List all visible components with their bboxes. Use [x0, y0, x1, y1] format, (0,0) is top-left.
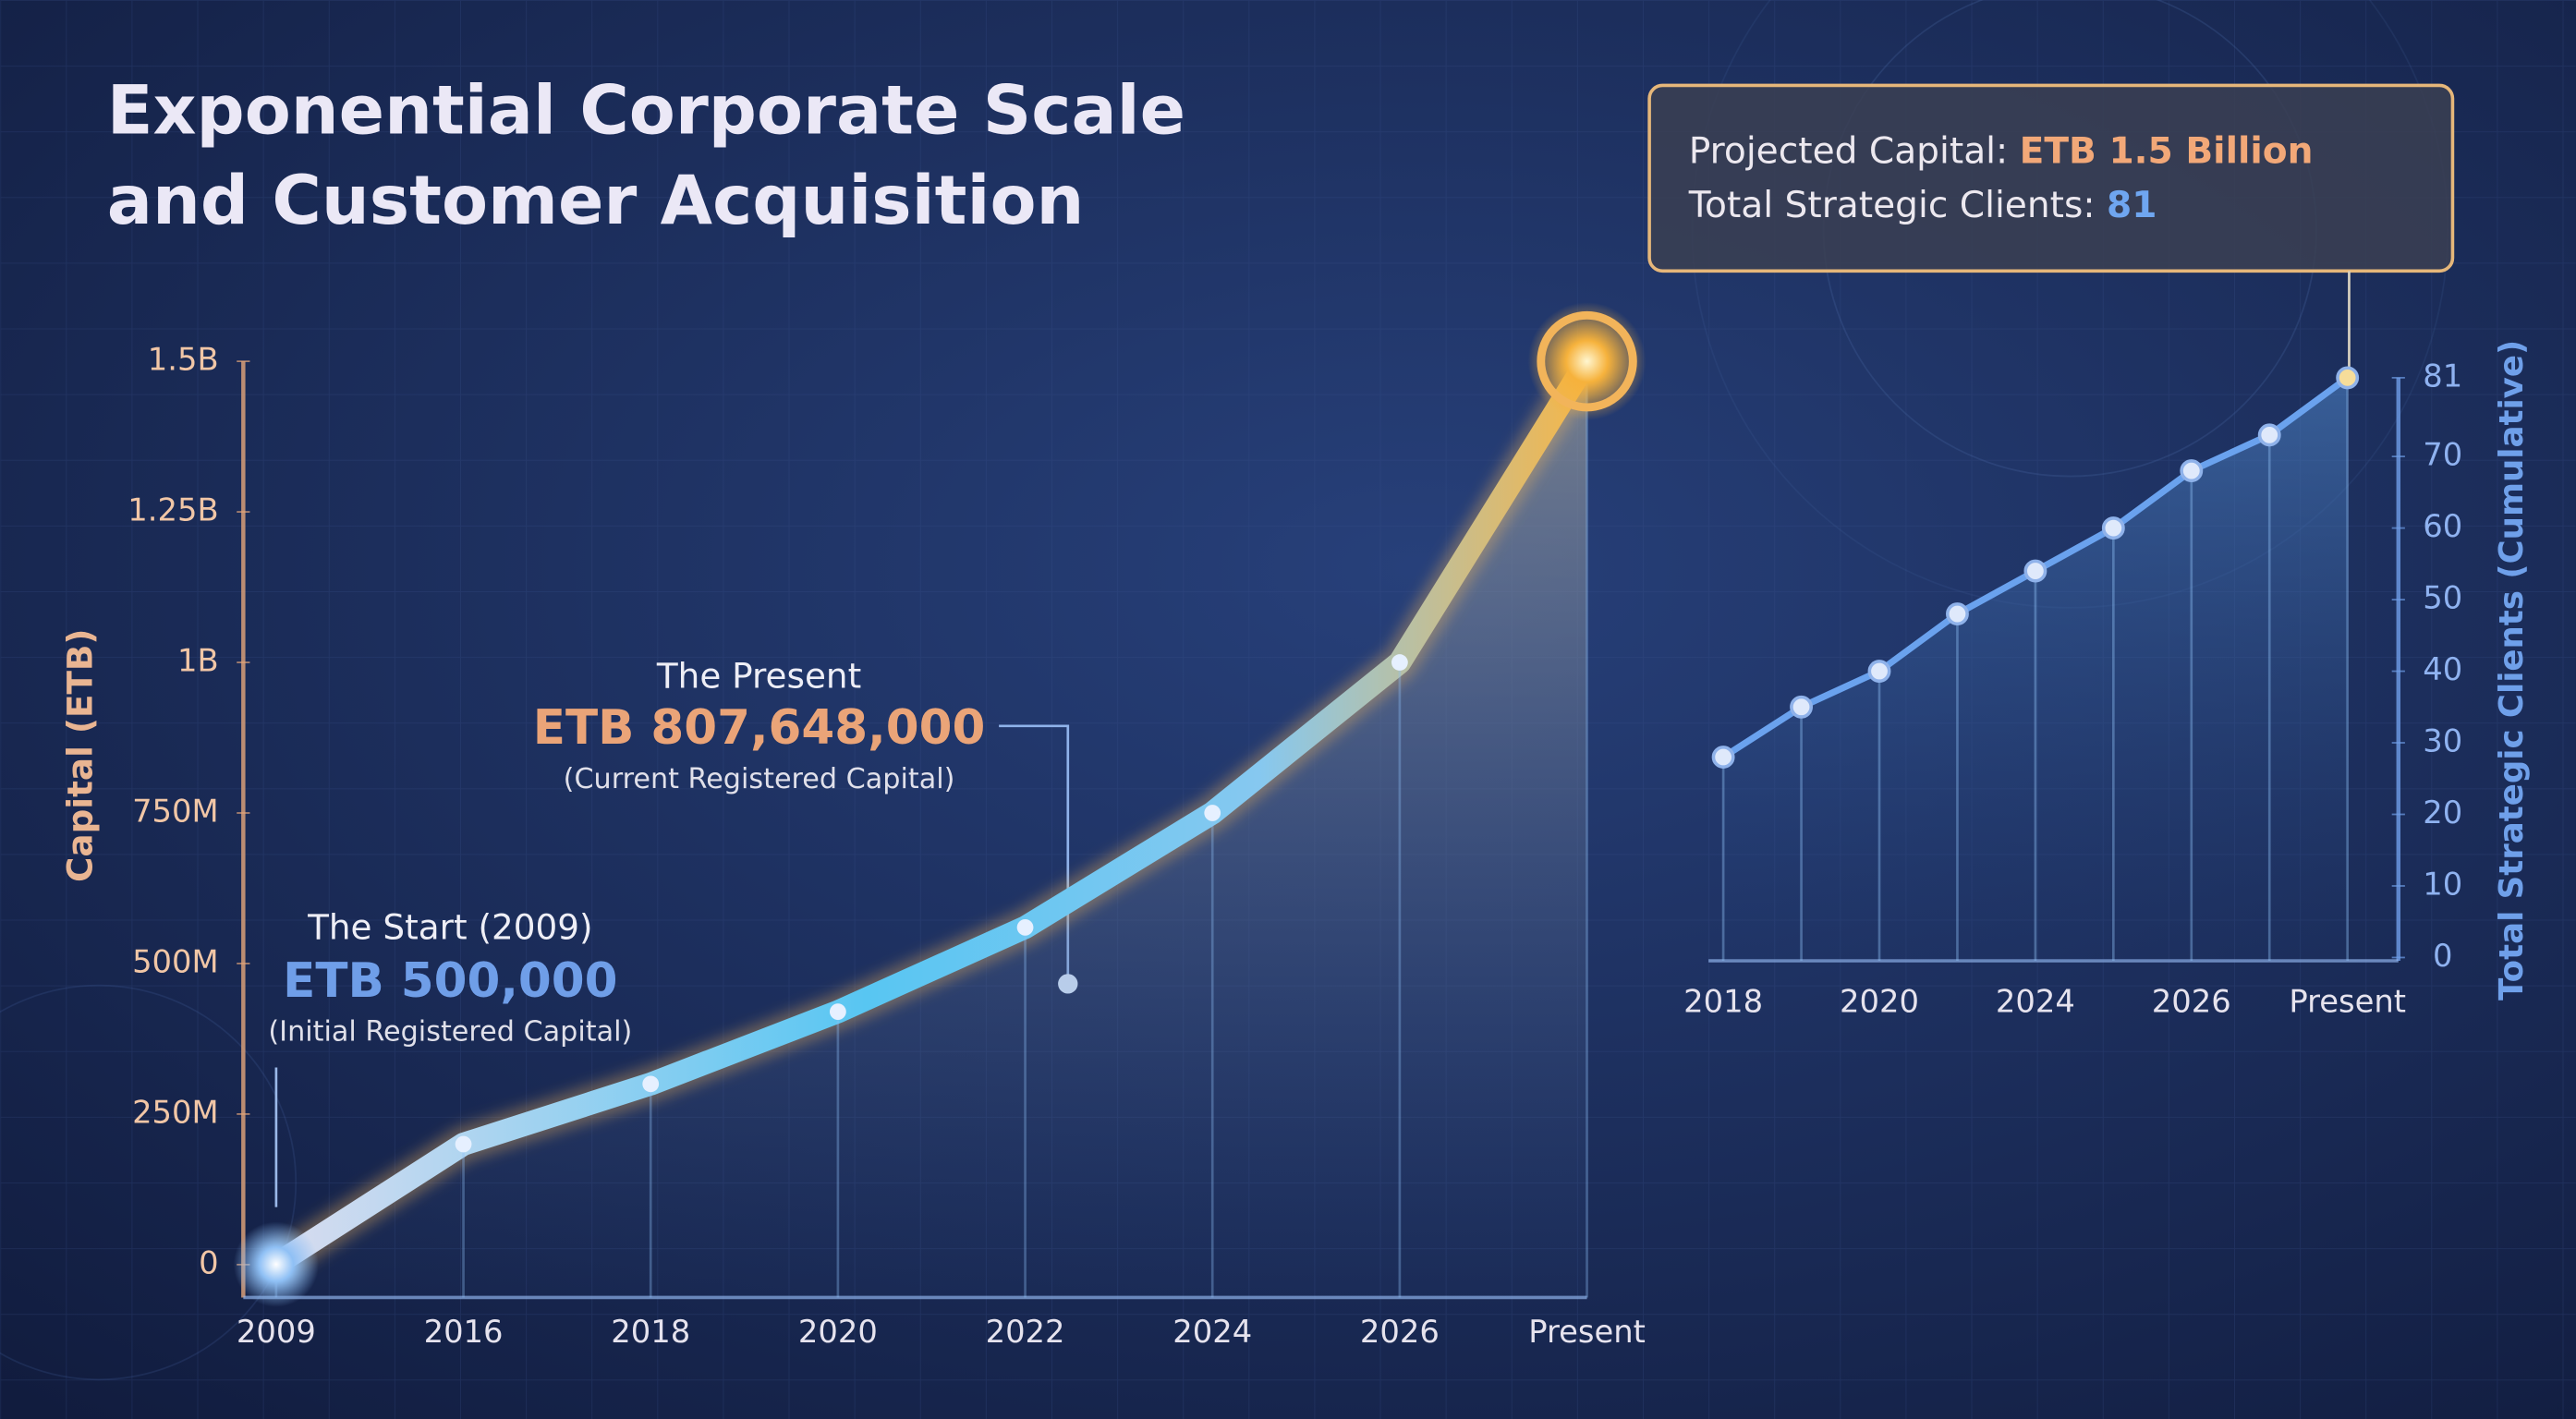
x-tick-label: 2020	[1840, 984, 1919, 1020]
point	[1204, 805, 1221, 821]
annotation-note: (Initial Registered Capital)	[268, 1016, 632, 1049]
callout-label: Total Strategic Clients:	[1688, 185, 2096, 226]
callout-box: Projected Capital: ETB 1.5 Billion Total…	[1647, 83, 2455, 375]
point	[2257, 423, 2281, 447]
point	[2101, 516, 2125, 540]
title-line: Exponential Corporate Scale	[107, 71, 1185, 150]
y-tick-label: 1B	[177, 643, 219, 679]
x-tick-label: 2016	[424, 1314, 504, 1350]
callout-label: Projected Capital:	[1689, 130, 2008, 172]
callout-value: 81	[2107, 185, 2157, 226]
point	[1391, 654, 1408, 671]
x-tick-label: 2009	[237, 1314, 316, 1350]
x-tick-label: 2018	[1683, 984, 1763, 1020]
point	[1790, 695, 1813, 719]
y-tick-label: 1.25B	[128, 492, 218, 528]
y-tick-label: 81	[2423, 358, 2462, 394]
y-tick-label: 1.5B	[148, 342, 219, 378]
y-tick-label: 60	[2423, 508, 2462, 544]
annotation-value: ETB 807,648,000	[533, 700, 986, 756]
point	[2336, 366, 2360, 390]
point	[642, 1075, 660, 1093]
x-tick-label: 2022	[986, 1314, 1065, 1350]
y-tick-label: 0	[2433, 938, 2452, 974]
callout-text: Total Strategic Clients: 81	[1688, 185, 2157, 226]
annotation-title: The Present	[656, 656, 861, 697]
point	[1711, 746, 1735, 769]
annotation-note: (Current Registered Capital)	[564, 763, 955, 795]
x-tick-label: 2026	[2152, 984, 2231, 1020]
point	[2180, 459, 2204, 483]
y-tick-label: 70	[2423, 437, 2462, 473]
y-tick-label: 40	[2423, 651, 2462, 687]
point	[2023, 559, 2047, 583]
area-fill	[1723, 377, 2348, 961]
end-ring	[1537, 310, 1637, 412]
x-tick-label: 2026	[1360, 1314, 1440, 1350]
area-fill	[275, 361, 1587, 1298]
y-tick-label: 750M	[132, 794, 219, 830]
decor-ring	[0, 984, 298, 1381]
annotation-start: The Start (2009) ETB 500,000 (Initial Re…	[268, 907, 632, 1207]
point	[455, 1135, 472, 1153]
x-tick-label: 2024	[1173, 1314, 1252, 1350]
y-tick-label: 30	[2423, 723, 2462, 759]
point	[1016, 918, 1034, 936]
x-tick-label: Present	[2289, 984, 2406, 1020]
title-line: and Customer Acquisition	[107, 162, 1085, 240]
line	[264, 349, 1598, 1277]
x-tick-label: 2020	[798, 1314, 878, 1350]
x-tick-label: 2018	[611, 1314, 690, 1350]
y-tick-label: 10	[2423, 866, 2462, 902]
point	[830, 1003, 846, 1020]
end-glow	[1527, 302, 1646, 421]
annotation-title: The Start (2009)	[307, 907, 592, 948]
x-tick-label: 2024	[1996, 984, 2075, 1020]
y-tick-label: 250M	[132, 1094, 219, 1130]
y-tick-label: 500M	[132, 943, 219, 979]
y-axis-label: Total Strategic Clients (Cumulative)	[2493, 340, 2531, 1001]
point	[1946, 602, 1969, 626]
y-tick-label: 20	[2423, 794, 2462, 831]
start-glow	[233, 1221, 320, 1307]
y-tick-label: 50	[2423, 580, 2462, 616]
callout-frame	[1647, 83, 2455, 273]
point	[1867, 660, 1891, 683]
callout-value: ETB 1.5 Billion	[2020, 130, 2314, 172]
x-tick-label: Present	[1528, 1314, 1646, 1350]
callout-text: Projected Capital: ETB 1.5 Billion	[1689, 130, 2314, 172]
y-axis-label: Capital (ETB)	[60, 629, 101, 882]
y-tick-label: 0	[199, 1244, 218, 1280]
annotation-value: ETB 500,000	[283, 953, 617, 1009]
